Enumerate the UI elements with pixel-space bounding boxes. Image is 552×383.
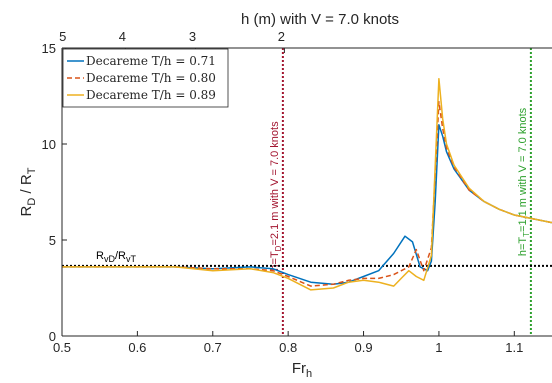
top-tick-label: 4	[119, 29, 126, 44]
vertical-marker-label: h=TT=1.1 m with V = 7.0 knots	[517, 107, 531, 256]
reference-label-main: R	[96, 250, 104, 262]
x-axis-label: Frh	[292, 360, 312, 380]
y-axis-label-sub1: D	[26, 198, 38, 206]
x-axis-label-main: Fr	[292, 360, 306, 377]
vertical-marker-label-main: h=T	[517, 237, 529, 257]
reference-label-sub2: vT	[126, 254, 137, 264]
x-tick-label: 0.7	[204, 340, 222, 355]
vertical-marker-label-rest: =2.1 m with V = 7.0 knots	[269, 121, 281, 246]
legend: Decareme T/h = 0.71 Decareme T/h = 0.80 De…	[62, 48, 229, 108]
legend-label: Decareme T/h = 0.89	[86, 88, 216, 102]
series-line	[62, 77, 552, 291]
axes-box	[61, 47, 552, 337]
top-tick-label: 5	[59, 29, 66, 44]
y-axis-label-mid: / R	[18, 174, 35, 198]
top-tick-label: 3	[189, 29, 196, 44]
x-tick-label: 0.5	[53, 340, 71, 355]
legend-box	[62, 48, 229, 108]
x-tick-label: 1	[435, 340, 442, 355]
top-tick-label: 2	[278, 29, 285, 44]
series-lines	[62, 77, 552, 291]
reference-line-label: RvD/RvT	[96, 250, 136, 264]
x-tick-label: 0.8	[279, 340, 297, 355]
reference-label-sub1: vD	[104, 254, 116, 264]
vertical-marker-label: h=TD=2.1 m with V = 7.0 knots	[269, 121, 283, 271]
y-tick-label: 10	[42, 137, 56, 152]
x-tick-label: 0.6	[128, 340, 146, 355]
series-line	[62, 101, 552, 287]
y-axis-label-sub2: T	[26, 167, 38, 174]
reference-label-mid: /R	[115, 250, 126, 262]
y-tick-label: 0	[49, 329, 56, 344]
y-axis-label: RD / RT	[18, 167, 38, 216]
vertical-marker-label-sub: D	[274, 245, 283, 251]
y-axis-label-main: R	[18, 205, 35, 216]
legend-label: Decareme T/h = 0.80	[86, 71, 216, 85]
x-tick-label: 0.9	[354, 340, 372, 355]
x-axis-label-sub: h	[306, 368, 312, 380]
chart-title: h (m) with V = 7.0 knots	[241, 11, 399, 28]
legend-label: Decareme T/h = 0.71	[86, 54, 216, 68]
vertical-marker-label-rest: =1.1 m with V = 7.0 knots	[517, 107, 529, 232]
y-tick-label: 5	[49, 233, 56, 248]
reference-line-group: RvD/RvT	[62, 250, 552, 267]
vertical-marker-label-sub: T	[522, 232, 531, 237]
x-tick-label: 1.1	[505, 340, 523, 355]
y-tick-label: 15	[42, 41, 56, 56]
vertical-marker-label-main: h=T	[269, 251, 281, 271]
